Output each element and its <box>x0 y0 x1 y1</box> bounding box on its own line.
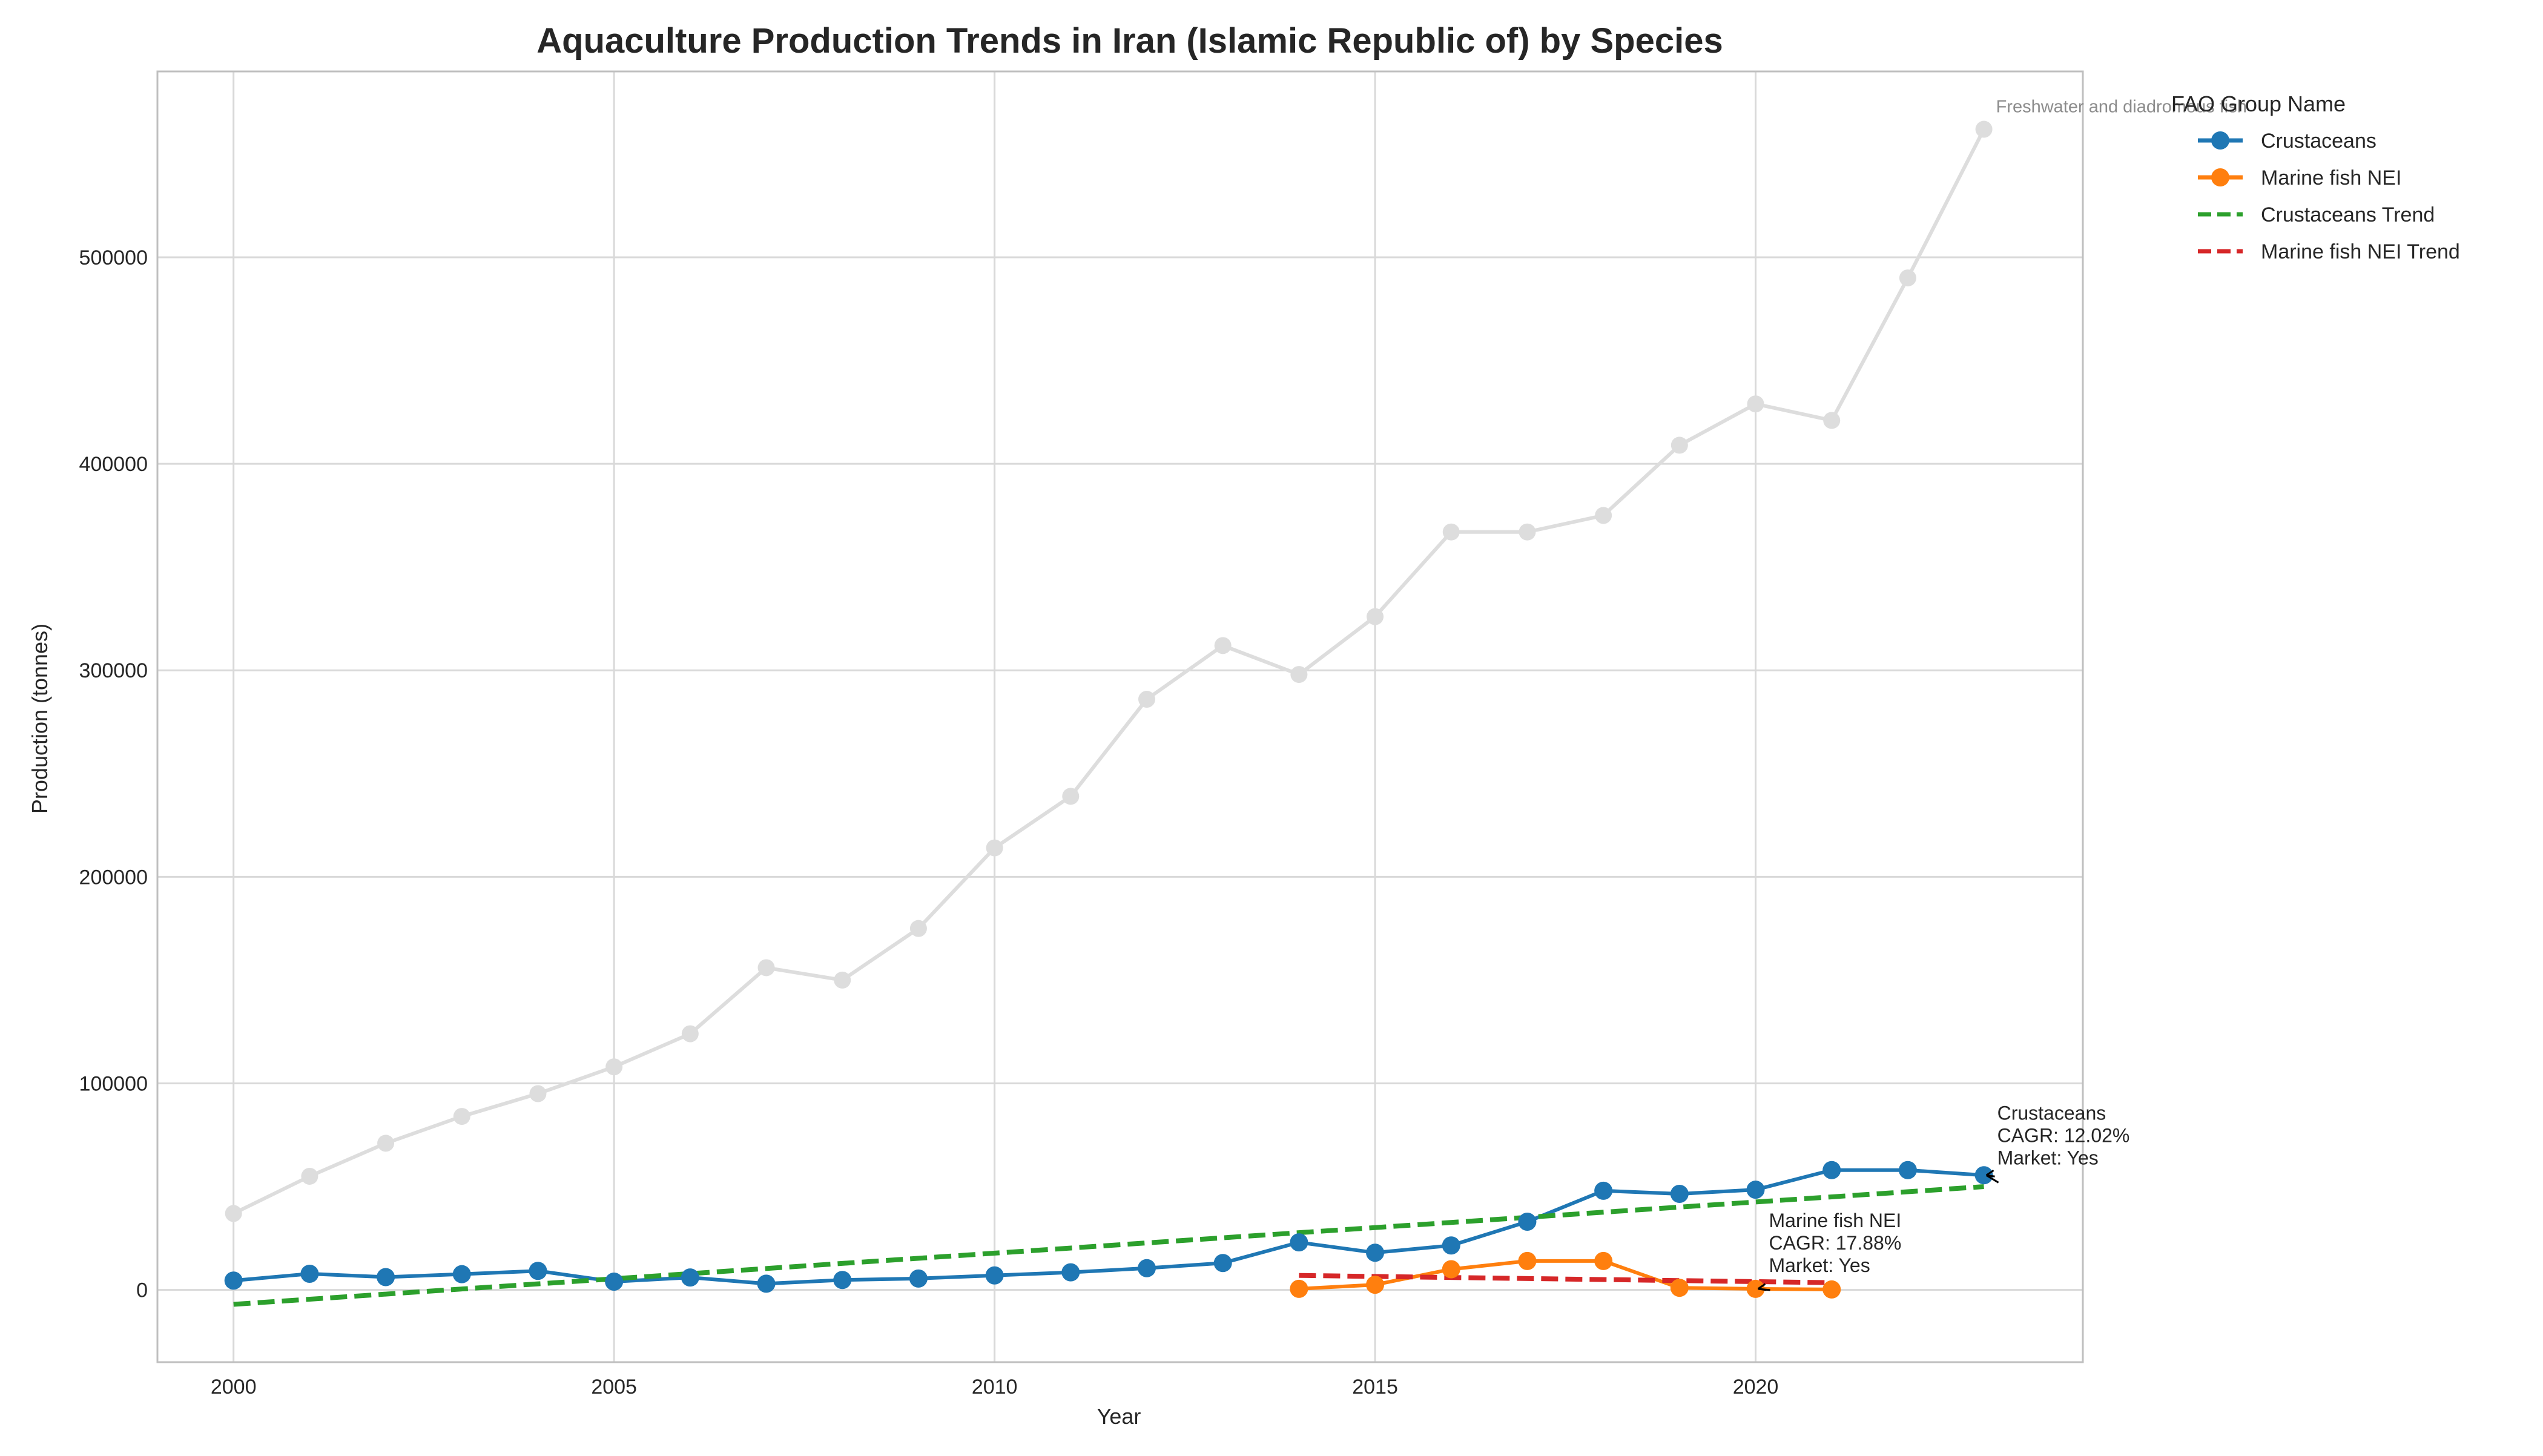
crustaceans-point <box>1213 1254 1232 1273</box>
crustaceans-point <box>1137 1259 1156 1277</box>
crustaceans-point <box>529 1262 547 1280</box>
background-series-point <box>986 839 1003 857</box>
annotation-text: Crustaceans <box>1997 1102 2106 1124</box>
crustaceans-point <box>1442 1236 1460 1255</box>
crustaceans-point <box>681 1268 699 1287</box>
legend-swatch-marker <box>2211 168 2229 186</box>
x-tick-label: 2020 <box>1733 1375 1779 1398</box>
y-tick-label: 500000 <box>79 246 148 269</box>
annotation-arrowhead <box>1985 1170 1995 1178</box>
legend-title: FAO Group Name <box>2171 91 2346 116</box>
y-tick-label: 100000 <box>79 1072 148 1095</box>
y-tick-label: 400000 <box>79 453 148 476</box>
plot-area: 2000 2005 2010 2015 2020 0 100000 200000 300000 4… <box>79 70 2247 1398</box>
marine-fish-nei-point <box>1518 1251 1537 1270</box>
y-tick-label: 300000 <box>79 659 148 682</box>
annotation-text: Marine fish NEI <box>1769 1210 1902 1231</box>
crustaceans-point <box>300 1265 319 1283</box>
annotation-text: Market: Yes <box>1769 1254 1870 1276</box>
marine-fish-nei-point <box>1746 1279 1765 1298</box>
y-axis-label: Production (tonnes) <box>27 624 52 814</box>
background-series-point <box>1595 507 1612 524</box>
legend-swatch-marker <box>2211 131 2229 150</box>
marine-fish-nei-point <box>1290 1279 1308 1298</box>
marine-fish-nei-point <box>1670 1279 1689 1297</box>
x-axis-label: Year <box>1097 1404 1141 1429</box>
crustaceans-point <box>1290 1233 1308 1252</box>
marine-fish-nei-line <box>1299 1259 1832 1291</box>
legend-entry-label: Marine fish NEI <box>2261 166 2401 189</box>
background-series-point <box>453 1108 470 1125</box>
legend-entry-label: Crustaceans Trend <box>2261 203 2435 226</box>
background-series-point <box>225 1205 242 1222</box>
background-series-point <box>1899 269 1916 287</box>
background-series-line <box>233 128 1986 1216</box>
y-tick-label: 0 <box>136 1279 148 1302</box>
background-series-point <box>301 1167 318 1185</box>
crustaceans-point <box>1670 1184 1689 1203</box>
background-series-point <box>1214 637 1232 654</box>
background-series-point <box>1823 412 1841 429</box>
legend-entry-label: Marine fish NEI Trend <box>2261 240 2460 263</box>
y-tick-label: 200000 <box>79 866 148 889</box>
x-tick-label: 2015 <box>1352 1375 1398 1398</box>
background-series-point <box>1519 523 1536 541</box>
crustaceans-point <box>985 1266 1004 1285</box>
background-series-point <box>1442 523 1460 541</box>
x-tick-label: 2005 <box>591 1375 637 1398</box>
background-series-point <box>377 1135 395 1152</box>
marine-fish-nei-point <box>1366 1276 1385 1294</box>
background-series-point <box>1975 120 1993 138</box>
crustaceans-point <box>1366 1244 1385 1262</box>
background-series-label: Freshwater and diadromous fish <box>1996 97 2247 117</box>
crustaceans-trend-line <box>233 1184 1984 1307</box>
crustaceans-point <box>1974 1166 1993 1185</box>
annotation-text: Market: Yes <box>1997 1147 2099 1168</box>
crustaceans-point <box>377 1268 395 1286</box>
background-series-point <box>1290 666 1308 684</box>
background-series-point <box>681 1025 699 1043</box>
background-series-point <box>529 1085 547 1102</box>
marine-fish-nei-trend-line <box>1299 1273 1832 1285</box>
background-series-point <box>834 971 851 989</box>
background-series-point <box>605 1058 623 1076</box>
annotation-arrow <box>1985 1174 1999 1184</box>
background-series-point <box>1062 788 1080 805</box>
background-series-point <box>909 920 927 937</box>
legend-entry-label: Crustaceans <box>2261 130 2376 153</box>
plot-frame <box>156 70 2084 1363</box>
annotation-text: CAGR: 12.02% <box>1997 1124 2130 1146</box>
crustaceans-point <box>605 1272 624 1291</box>
crustaceans-point <box>1822 1161 1841 1179</box>
legend: FAO Group Name Crustaceans Marine fish NEI… <box>2171 91 2460 263</box>
crustaceans-point <box>909 1269 928 1288</box>
crustaceans-point <box>224 1271 243 1290</box>
crustaceans-point <box>1061 1263 1080 1282</box>
crustaceans-line <box>233 1168 1984 1286</box>
chart-title: Aquaculture Production Trends in Iran (I… <box>536 21 1723 61</box>
crustaceans-point <box>833 1271 852 1290</box>
background-series-point <box>1671 436 1688 454</box>
crustaceans-point <box>1898 1161 1917 1179</box>
marine-fish-nei-point <box>1442 1260 1460 1279</box>
background-series-point <box>1367 608 1384 625</box>
x-tick-label: 2010 <box>972 1375 1018 1398</box>
background-series-point <box>757 959 775 977</box>
annotation-arrowhead <box>1757 1283 1767 1291</box>
marine-fish-nei-point <box>1822 1280 1841 1299</box>
crustaceans-point <box>1518 1213 1537 1231</box>
crustaceans-point <box>757 1274 776 1293</box>
x-tick-label: 2000 <box>211 1375 257 1398</box>
crustaceans-point <box>1746 1181 1765 1199</box>
marine-fish-nei-point <box>1594 1251 1613 1270</box>
annotation-text: CAGR: 17.88% <box>1769 1232 1902 1254</box>
crustaceans-point <box>1594 1181 1613 1200</box>
background-series-point <box>1747 395 1764 413</box>
crustaceans-point <box>452 1265 471 1283</box>
background-series-point <box>1138 691 1155 708</box>
